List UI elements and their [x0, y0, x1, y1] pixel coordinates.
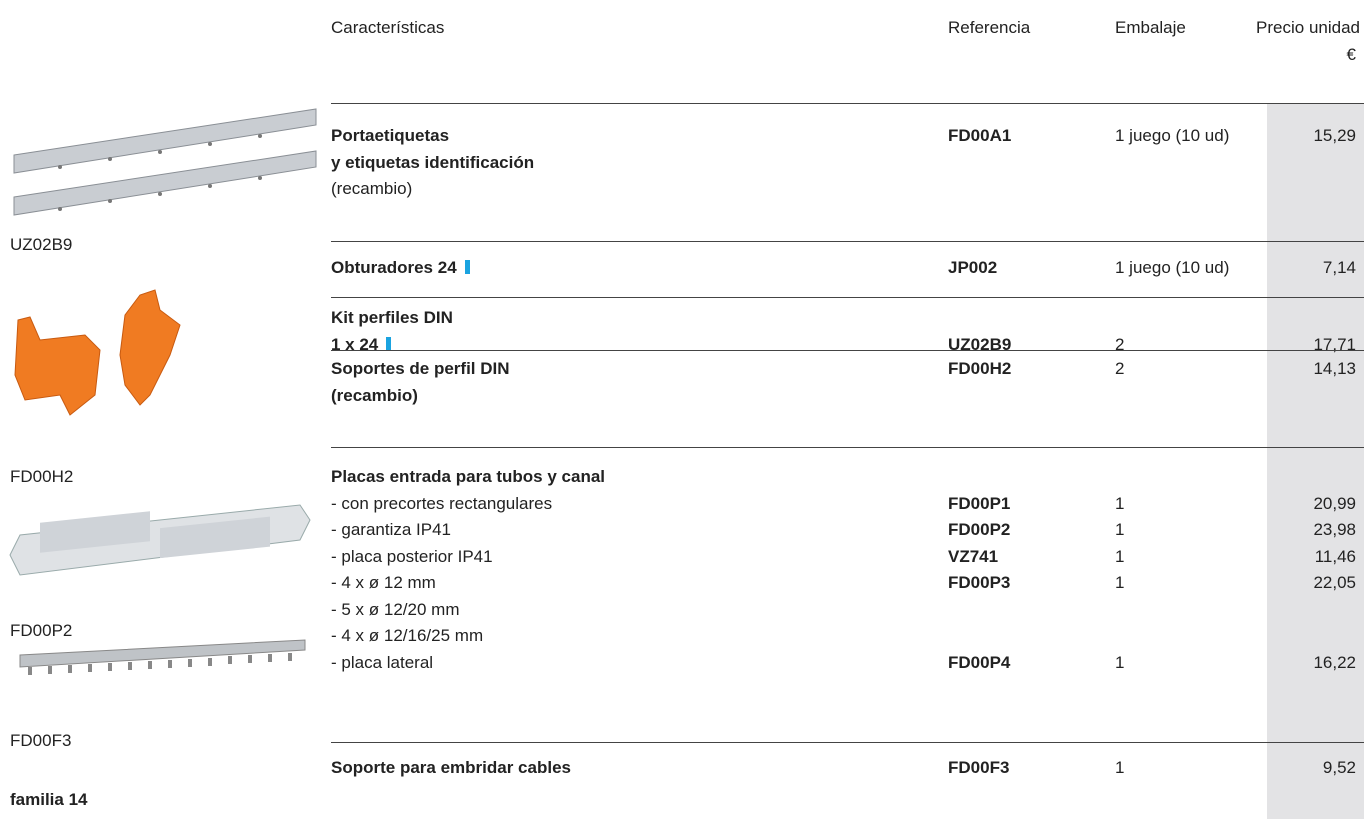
item-text: - con precortes rectangulares: [331, 493, 553, 513]
item-text: - 4 x ø 12 mm: [331, 573, 436, 592]
packaging: 1 juego (10 ud): [1115, 258, 1230, 277]
clip-image: [14, 289, 181, 416]
reference: FD00P3: [948, 573, 1011, 592]
item-title: 1 x 24: [331, 334, 392, 355]
row-separator: [331, 241, 1364, 242]
header-price: Precio unidad: [1256, 18, 1360, 37]
reference: FD00A1: [948, 126, 1012, 145]
title-text: 1 x 24: [331, 334, 379, 354]
item-title: Placas entrada para tubos y canal: [331, 467, 606, 486]
strip-image: [19, 639, 306, 675]
reference: VZ741: [948, 546, 999, 566]
row-separator: [331, 447, 1364, 448]
din-rail-image: [13, 108, 317, 216]
plate-image: [9, 504, 311, 576]
row-separator: [331, 103, 1364, 104]
packaging: 1: [1115, 520, 1125, 539]
marker: [464, 260, 470, 274]
item-title: Kit perfiles DIN: [331, 308, 453, 327]
item-title: y etiquetas identificación: [331, 152, 535, 172]
item-text: - 4 x ø 12/16/25 mm: [331, 626, 484, 645]
item-text: - 5 x ø 12/20 mm: [331, 599, 460, 619]
item-title: Portaetiquetas: [331, 126, 450, 145]
packaging: 2: [1115, 359, 1125, 378]
price: 17,71: [1313, 334, 1356, 354]
reference: FD00P2: [948, 520, 1011, 539]
item-title: Soporte para embridar cables: [331, 758, 571, 777]
item-title: Obturadores 24: [331, 258, 470, 278]
price: 11,46: [1314, 546, 1356, 566]
item-text: - placa lateral: [331, 652, 434, 672]
product-images: [9, 108, 317, 675]
header-packaging: Embalaje: [1115, 18, 1186, 37]
packaging: 2: [1115, 334, 1125, 354]
item-title: (recambio): [331, 385, 418, 405]
packaging: 1 juego (10 ud): [1115, 126, 1230, 145]
packaging: 1: [1115, 758, 1125, 777]
reference: JP002: [948, 258, 998, 277]
image-caption: UZ02B9: [10, 235, 73, 254]
price: 23,98: [1313, 520, 1356, 539]
item-text: - garantiza IP41: [331, 520, 452, 539]
reference: FD00F3: [948, 758, 1010, 777]
reference: FD00P1: [948, 493, 1011, 513]
item-note: (recambio): [331, 179, 413, 198]
footer: familia 14: [10, 790, 88, 809]
image-caption: FD00F3: [10, 731, 72, 750]
price: 22,05: [1313, 573, 1356, 592]
item-title: Soportes de perfil DIN: [331, 359, 510, 378]
header-features: Características: [331, 18, 445, 37]
reference: FD00H2: [948, 359, 1012, 378]
price-column: [1267, 103, 1364, 819]
image-caption: FD00P2: [10, 621, 73, 640]
price: 9,52: [1322, 758, 1356, 777]
marker: [386, 336, 392, 351]
price: 14,13: [1313, 359, 1356, 378]
packaging: 1: [1115, 493, 1125, 513]
packaging: 1: [1115, 652, 1125, 672]
title-text: Obturadores 24: [331, 258, 457, 277]
packaging: 1: [1115, 546, 1125, 566]
price: 20,99: [1313, 493, 1356, 513]
row-separator: [331, 350, 1364, 351]
header-reference: Referencia: [948, 18, 1031, 37]
price: 7,14: [1322, 258, 1356, 277]
header-currency: €: [1346, 45, 1356, 64]
reference: FD00P4: [948, 652, 1011, 672]
price: 15,29: [1313, 126, 1356, 145]
price: 16,22: [1313, 652, 1356, 672]
reference: UZ02B9: [948, 334, 1012, 354]
row-separator: [331, 297, 1364, 298]
row-separator: [331, 742, 1364, 743]
item-text: - placa posterior IP41: [331, 546, 493, 566]
packaging: 1: [1115, 573, 1125, 592]
image-caption: FD00H2: [10, 467, 74, 486]
